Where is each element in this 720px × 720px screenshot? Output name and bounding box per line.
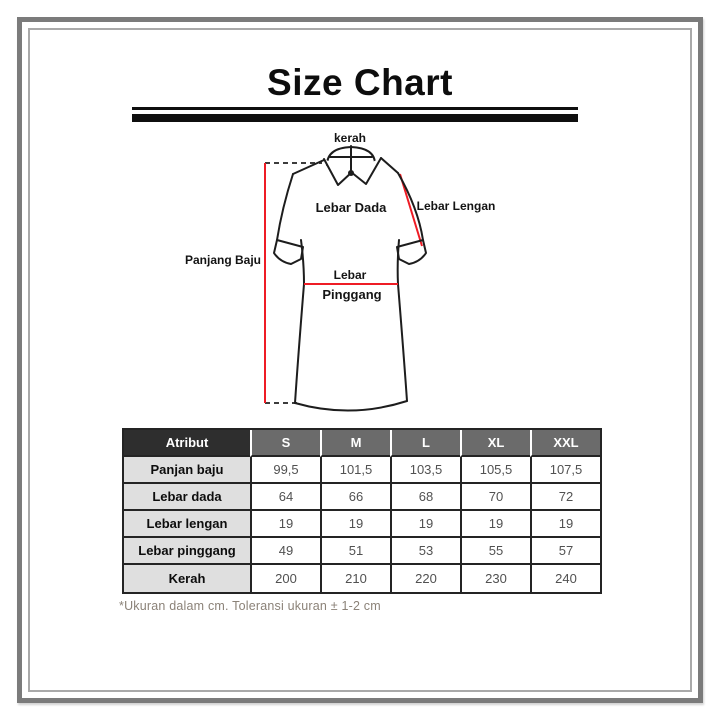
table-row-label: Lebar lengan bbox=[124, 511, 250, 538]
title-underline bbox=[132, 107, 578, 122]
left-sleeve-outer bbox=[276, 173, 294, 241]
table-cell-value: 53 bbox=[390, 538, 460, 565]
table-header-size-s: S bbox=[250, 430, 320, 457]
table-cell-value: 105,5 bbox=[460, 457, 530, 484]
table-cell-value: 68 bbox=[390, 484, 460, 511]
table-cell-value: 49 bbox=[250, 538, 320, 565]
size-table-header-row: Atribut S M L XL XXL bbox=[124, 430, 600, 457]
right-sleeve-outer bbox=[397, 172, 424, 241]
table-cell-value: 240 bbox=[530, 565, 600, 592]
garment-outline bbox=[273, 145, 427, 412]
table-cell-value: 19 bbox=[320, 511, 390, 538]
table-row: Lebar lengan 19 19 19 19 19 bbox=[124, 511, 600, 538]
table-cell-value: 200 bbox=[250, 565, 320, 592]
table-cell-value: 19 bbox=[250, 511, 320, 538]
table-row-label: Lebar pinggang bbox=[124, 538, 250, 565]
table-header-attribute: Atribut bbox=[124, 430, 250, 457]
body-left-edge bbox=[294, 239, 305, 404]
collar-left-flap bbox=[323, 158, 353, 186]
table-cell-value: 66 bbox=[320, 484, 390, 511]
collar-label: kerah bbox=[334, 131, 366, 145]
right-cuff bbox=[396, 239, 427, 265]
title-underline-thin bbox=[132, 107, 578, 110]
table-cell-value: 210 bbox=[320, 565, 390, 592]
footnote: *Ukuran dalam cm. Toleransi ukuran ± 1-2… bbox=[119, 599, 381, 613]
table-header-size-xl: XL bbox=[460, 430, 530, 457]
table-row-label: Lebar dada bbox=[124, 484, 250, 511]
table-cell-value: 19 bbox=[390, 511, 460, 538]
table-cell-value: 57 bbox=[530, 538, 600, 565]
table-row: Panjan baju 99,5 101,5 103,5 105,5 107,5 bbox=[124, 457, 600, 484]
table-cell-value: 55 bbox=[460, 538, 530, 565]
table-cell-value: 107,5 bbox=[530, 457, 600, 484]
table-cell-value: 19 bbox=[530, 511, 600, 538]
title-underline-thick bbox=[132, 114, 578, 122]
table-cell-value: 51 bbox=[320, 538, 390, 565]
collar-knot bbox=[348, 170, 354, 176]
table-header-size-l: L bbox=[390, 430, 460, 457]
table-cell-value: 70 bbox=[460, 484, 530, 511]
table-header-size-m: M bbox=[320, 430, 390, 457]
table-header-size-xxl: XXL bbox=[530, 430, 600, 457]
waist-width-label-line2: Pinggang bbox=[322, 287, 381, 302]
table-row-label: Panjan baju bbox=[124, 457, 250, 484]
right-shoulder-line bbox=[380, 157, 399, 174]
table-cell-value: 19 bbox=[460, 511, 530, 538]
chest-width-label: Lebar Dada bbox=[316, 200, 388, 215]
page-title: Size Chart bbox=[267, 62, 453, 103]
waist-width-label-line1: Lebar bbox=[334, 268, 367, 282]
garment-length-label: Panjang Baju bbox=[185, 253, 261, 267]
body-right-edge bbox=[396, 239, 408, 402]
outer-frame-border bbox=[17, 17, 703, 703]
table-row: Kerah 200 210 220 230 240 bbox=[124, 565, 600, 592]
left-shoulder-line bbox=[292, 159, 325, 175]
table-row: Lebar dada 64 66 68 70 72 bbox=[124, 484, 600, 511]
table-cell-value: 103,5 bbox=[390, 457, 460, 484]
size-table: Atribut S M L XL XXL Panjan baju 99,5 101,5 103,… bbox=[122, 428, 602, 594]
hem-curve bbox=[294, 400, 408, 412]
sleeve-width-label: Lebar Lengan bbox=[417, 199, 496, 213]
left-cuff bbox=[273, 239, 304, 265]
table-cell-value: 99,5 bbox=[250, 457, 320, 484]
table-row-label: Kerah bbox=[124, 565, 250, 592]
table-cell-value: 101,5 bbox=[320, 457, 390, 484]
table-cell-value: 72 bbox=[530, 484, 600, 511]
table-row: Lebar pinggang 49 51 53 55 57 bbox=[124, 538, 600, 565]
inner-frame-border bbox=[28, 28, 692, 692]
sleeve-measure-line bbox=[399, 173, 423, 247]
table-cell-value: 64 bbox=[250, 484, 320, 511]
table-cell-value: 230 bbox=[460, 565, 530, 592]
garment-measurement-diagram: kerah Lebar Dada Lebar Lengan Panjang Ba… bbox=[185, 131, 496, 412]
collar-right-flap bbox=[350, 157, 382, 185]
table-cell-value: 220 bbox=[390, 565, 460, 592]
